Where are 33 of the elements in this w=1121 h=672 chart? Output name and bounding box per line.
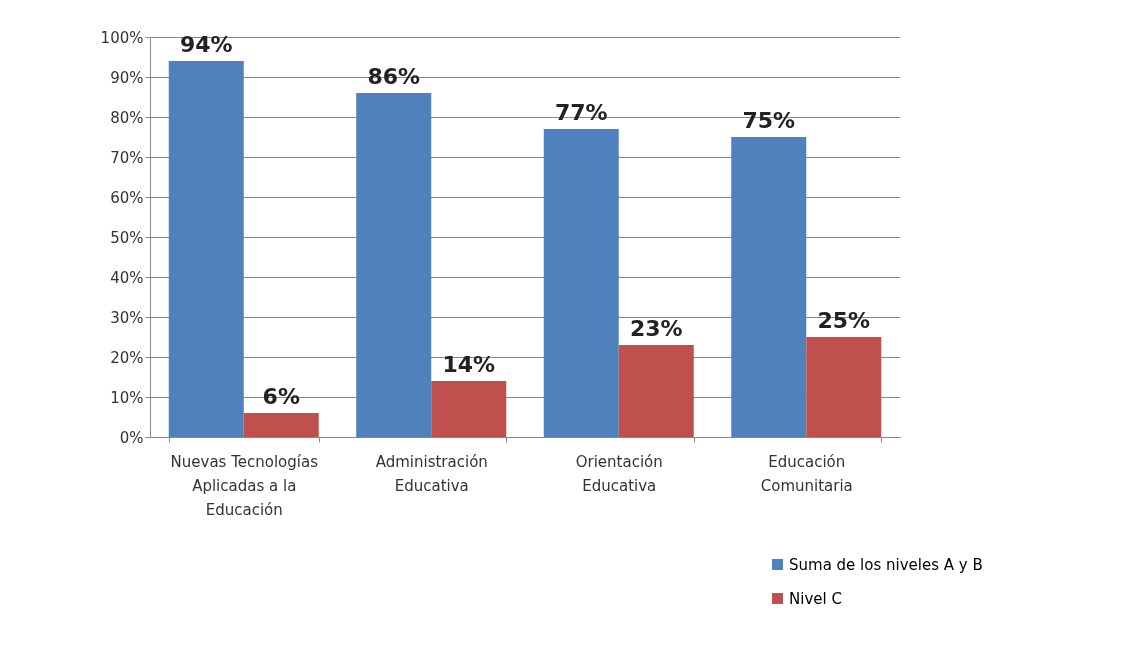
bar: [731, 137, 807, 437]
data-label: 77%: [554, 100, 608, 125]
y-tick-label: 50%: [110, 228, 144, 247]
bar: [543, 129, 619, 437]
y-tick-label: 70%: [110, 148, 144, 167]
y-tick-label: 10%: [110, 388, 144, 407]
legend-label: Nivel C: [789, 589, 842, 608]
y-tick-label: 40%: [110, 268, 144, 287]
bar: [168, 61, 244, 437]
legend-label: Suma de los niveles A y B: [789, 555, 983, 574]
y-tick-label: 90%: [110, 68, 144, 87]
y-tick-label: 80%: [110, 108, 144, 127]
bar: [356, 93, 432, 437]
x-tick-label: Nuevas Tecnologías Aplicadas a la Educación: [170, 452, 319, 519]
bar: [431, 381, 507, 437]
x-tick-label: Orientación Educativa: [575, 452, 663, 495]
y-tick-label: 100%: [100, 28, 144, 47]
data-label: 6%: [262, 384, 300, 409]
data-label: 94%: [179, 32, 233, 57]
y-tick-label: 30%: [110, 308, 144, 327]
data-label: 75%: [742, 108, 796, 133]
y-tick-label: 60%: [110, 188, 144, 207]
x-tick-label: Administración Educativa: [375, 452, 488, 495]
y-tick-label: 0%: [119, 428, 144, 447]
y-tick-label: 20%: [110, 348, 144, 367]
data-label: 25%: [817, 308, 871, 333]
bar: [806, 337, 882, 437]
x-tick-label: Educación Comunitaria: [760, 452, 853, 495]
data-label: 14%: [442, 352, 496, 377]
bar: [243, 413, 319, 437]
data-label: 23%: [629, 316, 683, 341]
bar: [618, 345, 694, 437]
data-label: 86%: [367, 64, 421, 89]
